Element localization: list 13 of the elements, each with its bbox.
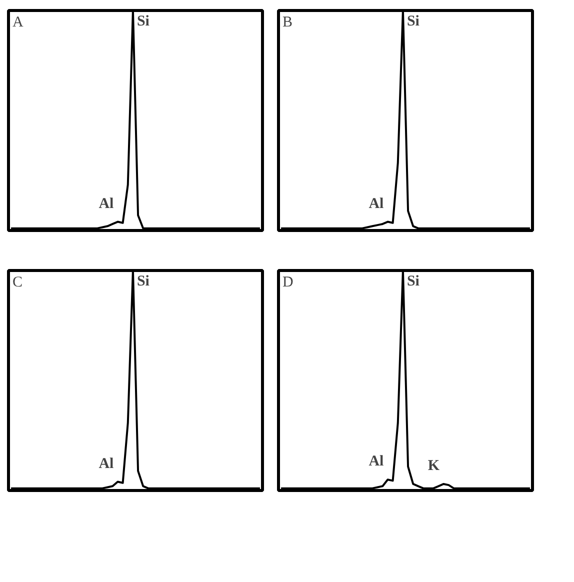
annotation: Al — [368, 196, 384, 212]
annotation: Al — [368, 454, 384, 470]
chart-title: B — [282, 14, 293, 30]
annotation: K — [428, 458, 440, 474]
annotation: Al — [98, 456, 114, 472]
chart-title: C — [12, 274, 23, 290]
annotation: Al — [98, 196, 114, 212]
annotation: Si — [136, 14, 150, 30]
annotation: Si — [406, 14, 420, 30]
annotation: Si — [406, 274, 420, 290]
annotation: Si — [136, 274, 150, 290]
chart-title: D — [282, 274, 294, 290]
chart-title: A — [12, 14, 24, 30]
